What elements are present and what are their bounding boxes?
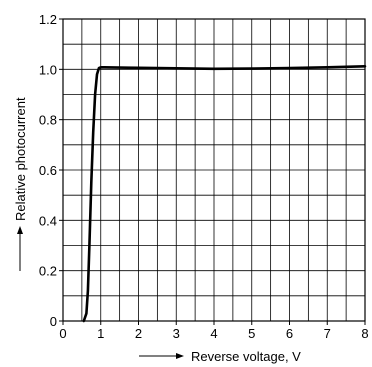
x-tick-labels: 0 1 2 3 4 5 6 7 8	[59, 321, 369, 341]
y-tick-label: 0.8	[39, 113, 57, 128]
x-tick-label: 7	[324, 326, 331, 341]
y-tick-label: 1.2	[39, 12, 57, 27]
x-tick-label: 8	[361, 326, 368, 341]
x-tick-label: 6	[286, 326, 293, 341]
x-axis-label: Reverse voltage, V	[191, 349, 301, 364]
y-tick-label: 1.0	[39, 62, 57, 77]
x-tick-label: 0	[59, 326, 66, 341]
y-axis-arrow-head	[17, 226, 23, 234]
y-tick-labels: 0 0.2 0.4 0.6 0.8 1.0 1.2	[39, 12, 63, 329]
y-tick-label: 0.4	[39, 213, 57, 228]
x-tick-label: 1	[97, 326, 104, 341]
data-series	[82, 65, 367, 323]
series-line	[82, 65, 367, 323]
y-tick-label: 0.6	[39, 163, 57, 178]
x-tick-label: 2	[135, 326, 142, 341]
y-axis-label: Relative photocurrent	[13, 97, 28, 221]
y-axis-title: Relative photocurrent	[13, 97, 28, 271]
y-tick-label: 0.2	[39, 264, 57, 279]
x-tick-label: 4	[210, 326, 217, 341]
x-tick-label: 3	[173, 326, 180, 341]
x-axis-arrow-head	[176, 353, 184, 359]
y-tick-label: 0	[50, 314, 57, 329]
x-axis-title: Reverse voltage, V	[139, 349, 301, 364]
x-tick-label: 5	[248, 326, 255, 341]
grid	[63, 19, 365, 321]
